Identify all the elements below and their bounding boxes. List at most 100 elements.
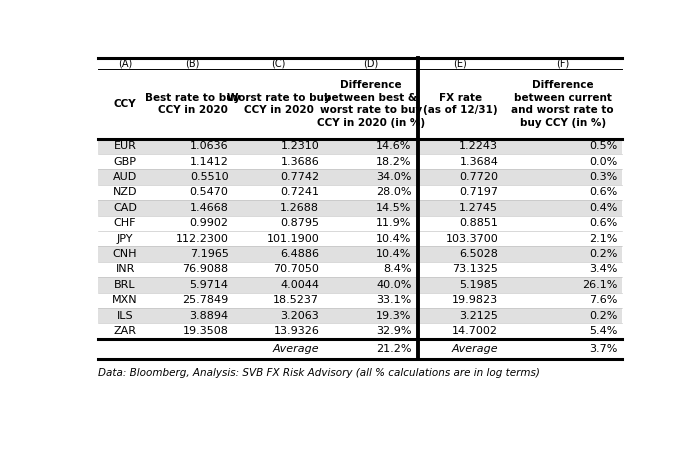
Text: 1.2745: 1.2745 [459, 203, 498, 213]
Bar [98, 231, 622, 247]
Text: 32.9%: 32.9% [376, 326, 412, 336]
Text: Worst rate to buy
CCY in 2020: Worst rate to buy CCY in 2020 [227, 92, 330, 115]
Text: 7.1965: 7.1965 [190, 249, 228, 259]
Text: 21.2%: 21.2% [376, 344, 412, 354]
Text: 3.2063: 3.2063 [281, 311, 319, 321]
Text: 33.1%: 33.1% [376, 295, 412, 305]
Text: Best rate to buy
CCY in 2020: Best rate to buy CCY in 2020 [145, 92, 240, 115]
Text: 0.9902: 0.9902 [190, 218, 228, 228]
Text: 0.7197: 0.7197 [459, 188, 498, 198]
Text: 1.3684: 1.3684 [459, 157, 498, 167]
Text: 19.9823: 19.9823 [452, 295, 498, 305]
Text: 5.9714: 5.9714 [190, 280, 228, 290]
Bar [98, 200, 622, 216]
Text: 101.1900: 101.1900 [267, 233, 319, 244]
Bar [98, 247, 622, 262]
Text: 3.4%: 3.4% [589, 264, 617, 274]
Text: 18.2%: 18.2% [376, 157, 412, 167]
Text: (C): (C) [272, 59, 286, 69]
Text: 1.2310: 1.2310 [281, 141, 319, 151]
Text: Average: Average [272, 344, 319, 354]
Bar [98, 154, 622, 169]
Text: 0.5%: 0.5% [589, 141, 617, 151]
Text: Data: Bloomberg, Analysis: SVB FX Risk Advisory (all % calculations are in log t: Data: Bloomberg, Analysis: SVB FX Risk A… [98, 368, 540, 378]
Text: EUR: EUR [113, 141, 136, 151]
Text: 76.9088: 76.9088 [183, 264, 228, 274]
Text: 3.8894: 3.8894 [190, 311, 228, 321]
Text: ILS: ILS [117, 311, 134, 321]
Text: CCY: CCY [114, 99, 136, 109]
Text: 11.9%: 11.9% [376, 218, 412, 228]
Text: 7.6%: 7.6% [589, 295, 617, 305]
Bar [98, 308, 622, 323]
Text: 14.6%: 14.6% [376, 141, 412, 151]
Text: 6.4886: 6.4886 [280, 249, 319, 259]
Text: 0.6%: 0.6% [589, 218, 617, 228]
Text: 0.6%: 0.6% [589, 188, 617, 198]
Text: (B): (B) [186, 59, 199, 69]
Text: 0.5470: 0.5470 [190, 188, 228, 198]
Text: 103.3700: 103.3700 [445, 233, 498, 244]
Text: 1.2688: 1.2688 [280, 203, 319, 213]
Text: 73.1325: 73.1325 [452, 264, 498, 274]
Text: 4.0044: 4.0044 [280, 280, 319, 290]
Text: 1.2243: 1.2243 [459, 141, 498, 151]
Text: (D): (D) [363, 59, 379, 69]
Bar [98, 293, 622, 308]
Text: (E): (E) [454, 59, 467, 69]
Text: 1.4668: 1.4668 [190, 203, 228, 213]
Text: FX rate
(as of 12/31): FX rate (as of 12/31) [423, 92, 498, 115]
Text: NZD: NZD [113, 188, 137, 198]
Text: 1.1412: 1.1412 [190, 157, 228, 167]
Text: 0.7241: 0.7241 [280, 188, 319, 198]
Text: 1.3686: 1.3686 [281, 157, 319, 167]
Text: 0.7742: 0.7742 [280, 172, 319, 182]
Text: 14.5%: 14.5% [376, 203, 412, 213]
Text: 0.0%: 0.0% [589, 157, 617, 167]
Text: 13.9326: 13.9326 [273, 326, 319, 336]
Text: 40.0%: 40.0% [376, 280, 412, 290]
Bar [98, 139, 622, 154]
Bar [98, 277, 622, 293]
Text: 10.4%: 10.4% [376, 249, 412, 259]
Text: 18.5237: 18.5237 [273, 295, 319, 305]
Text: 14.7002: 14.7002 [452, 326, 498, 336]
Text: 3.7%: 3.7% [589, 344, 617, 354]
Text: 6.5028: 6.5028 [459, 249, 498, 259]
Bar [98, 58, 622, 359]
Text: (A): (A) [118, 59, 132, 69]
Text: 25.7849: 25.7849 [182, 295, 228, 305]
Text: Difference
between best &
worst rate to buy
CCY in 2020 (in %): Difference between best & worst rate to … [316, 80, 425, 128]
Text: 0.2%: 0.2% [589, 249, 617, 259]
Text: 0.3%: 0.3% [589, 172, 617, 182]
Text: 0.2%: 0.2% [589, 311, 617, 321]
Bar [98, 323, 622, 339]
Text: GBP: GBP [113, 157, 136, 167]
Text: INR: INR [116, 264, 135, 274]
Text: 0.8851: 0.8851 [459, 218, 498, 228]
Text: CAD: CAD [113, 203, 137, 213]
Text: CHF: CHF [114, 218, 136, 228]
Text: 19.3508: 19.3508 [183, 326, 228, 336]
Text: ZAR: ZAR [113, 326, 136, 336]
Text: 0.7720: 0.7720 [459, 172, 498, 182]
Text: AUD: AUD [113, 172, 137, 182]
Text: 3.2125: 3.2125 [459, 311, 498, 321]
Text: 19.3%: 19.3% [376, 311, 412, 321]
Text: 5.4%: 5.4% [589, 326, 617, 336]
Text: 0.8795: 0.8795 [280, 218, 319, 228]
Text: 26.1%: 26.1% [582, 280, 617, 290]
Text: 0.5510: 0.5510 [190, 172, 228, 182]
Text: MXN: MXN [112, 295, 138, 305]
Text: Average: Average [452, 344, 498, 354]
Text: 8.4%: 8.4% [383, 264, 412, 274]
Bar [98, 185, 622, 200]
Bar [98, 169, 622, 185]
Text: 1.0636: 1.0636 [190, 141, 228, 151]
Text: CNH: CNH [113, 249, 137, 259]
Text: 112.2300: 112.2300 [176, 233, 228, 244]
Text: 2.1%: 2.1% [589, 233, 617, 244]
Text: 70.7050: 70.7050 [273, 264, 319, 274]
Text: 10.4%: 10.4% [376, 233, 412, 244]
Bar [98, 262, 622, 277]
